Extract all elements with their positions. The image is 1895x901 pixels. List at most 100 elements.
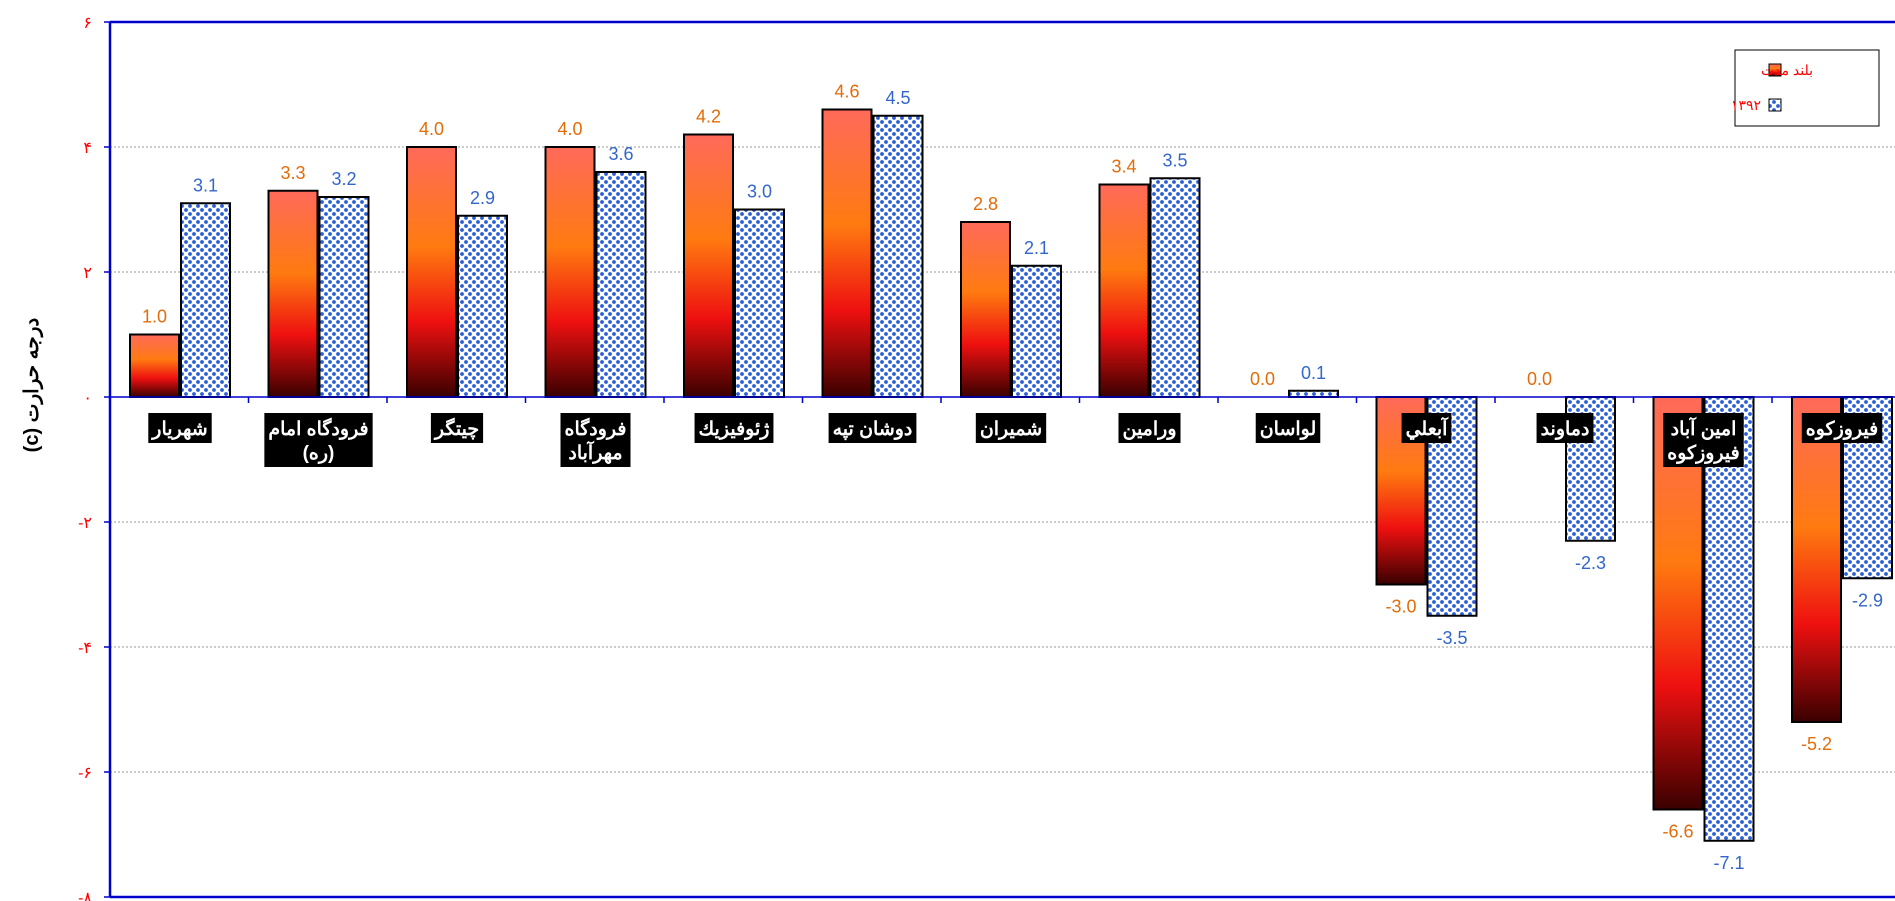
bar-long-term: [960, 221, 1011, 398]
bar-long-term: [267, 189, 319, 398]
y-tick-label: -۶: [78, 765, 92, 782]
value-label-1392: -3.5: [1436, 628, 1467, 648]
category-label-bg: [1536, 413, 1594, 443]
bar-1392: [457, 214, 508, 398]
category-label-bg: [975, 413, 1047, 443]
category-label: دماوند: [1536, 413, 1594, 443]
bar-1392: [1011, 264, 1062, 398]
category-label-text: شميران: [980, 419, 1042, 440]
value-label-1392: 3.0: [747, 182, 772, 202]
bar-long-term: [683, 133, 734, 398]
category-label-text: شهريار: [150, 419, 207, 440]
category-label-text: ورامين: [1122, 419, 1176, 440]
bar-1392: [318, 196, 370, 398]
bar-1392: [595, 171, 647, 398]
bar-long-term: [544, 146, 596, 398]
legend-swatch-1392: [1768, 98, 1782, 112]
legend-label-long-term: بلند مدت: [1761, 62, 1813, 78]
category-label-text: ژئوفيزيك: [699, 419, 770, 440]
category-label-bg: [1663, 413, 1744, 467]
y-tick-label: ۰: [83, 390, 92, 407]
y-tick-label: ۴: [83, 140, 92, 157]
legend-box: [1734, 49, 1880, 127]
category-label-bg: [430, 413, 484, 443]
legend-swatch-long-term: [1768, 63, 1782, 77]
bar-long-term: [129, 333, 180, 398]
category-label-text: آبعلي: [1406, 416, 1450, 441]
category-label: دوشان تپه: [828, 413, 917, 443]
category-label: آبعلي: [1401, 413, 1452, 443]
legend: بلند مدت ۱۳۹۲: [1731, 49, 1880, 127]
category-label-text: فيروزكوه: [1806, 419, 1878, 440]
y-axis-title: درجه حرارت (c): [21, 318, 44, 453]
bar-1392: [734, 208, 785, 398]
category-label: شميران: [975, 413, 1047, 443]
bar-1392: [1703, 396, 1755, 842]
value-label-long-term: -5.2: [1801, 734, 1832, 754]
value-label-1392: 2.1: [1024, 238, 1049, 258]
value-label-1392: 3.5: [1162, 150, 1187, 170]
value-label-long-term: 4.2: [696, 107, 721, 127]
category-labels: شهريار فرودگاه امام (ره) چيتگر فرودگاهمهرآبا…: [148, 413, 1883, 467]
category-label-text: دوشان تپه: [833, 419, 913, 440]
bar-1392: [872, 114, 924, 398]
category-label: ورامين: [1118, 413, 1181, 443]
category-label-text: لواسان: [1260, 419, 1317, 440]
category-label-bg: [148, 413, 212, 443]
value-label-long-term: -6.6: [1662, 822, 1693, 842]
category-label-text: دماوند: [1541, 419, 1590, 440]
category-label: فيروزكوه: [1801, 413, 1883, 443]
value-label-1392: -7.1: [1713, 853, 1744, 873]
value-label-long-term: 4.0: [557, 119, 582, 139]
value-labels: 1.0 3.1 3.3 3.2 4.0 2.9 4.0 3.6 4.2 3.0 4.6 4.5 2.8 2…: [142, 82, 1883, 873]
value-label-long-term: -3.0: [1385, 597, 1416, 617]
bar-1392: [180, 202, 231, 398]
y-tick-label: ۲: [83, 265, 92, 282]
bar-1392: [1149, 177, 1201, 398]
category-label-bg: [1118, 413, 1181, 443]
category-label-text: مهرآباد: [568, 440, 622, 464]
value-label-long-term: 0.0: [1527, 369, 1552, 389]
bar-long-term: [821, 108, 873, 398]
y-tick-label: -۴: [78, 640, 92, 657]
category-label: چيتگر: [430, 413, 484, 443]
bar-1392: [1288, 389, 1339, 398]
value-label-long-term: 4.6: [834, 82, 859, 102]
value-label-long-term: 4.0: [419, 119, 444, 139]
value-label-1392: 3.2: [331, 169, 356, 189]
value-label-long-term: 3.4: [1111, 157, 1136, 177]
category-label-bg: [694, 413, 774, 443]
bar-long-term: [1791, 396, 1842, 723]
value-label-1392: -2.9: [1852, 590, 1883, 610]
bar-long-term: [406, 146, 457, 398]
category-label-bg: [1801, 413, 1883, 443]
value-label-long-term: 0.0: [1250, 369, 1275, 389]
value-label-1392: 0.1: [1301, 363, 1326, 383]
y-tick-label: -۲: [78, 515, 92, 532]
category-label-bg: [560, 413, 631, 467]
category-label: شهريار: [148, 413, 212, 443]
value-label-1392: 4.5: [885, 88, 910, 108]
category-label-text: فيروزكوه: [1667, 443, 1739, 464]
y-tick-labels: ۶ ۴ ۲ ۰ -۲ -۴ -۶ -۸: [78, 15, 92, 901]
category-label-text: امين آباد: [1671, 416, 1737, 440]
category-label-text: (ره): [303, 443, 335, 464]
value-label-long-term: 2.8: [973, 194, 998, 214]
bar-long-term: [1098, 183, 1150, 398]
category-label-bg: [1401, 413, 1452, 443]
category-label-bg: [1255, 413, 1321, 443]
value-label-1392: 3.1: [193, 175, 218, 195]
category-label-bg: [828, 413, 917, 443]
category-label-bg: [264, 413, 373, 467]
category-label: لواسان: [1255, 413, 1321, 443]
value-label-1392: 2.9: [470, 188, 495, 208]
value-label-1392: -2.3: [1575, 553, 1606, 573]
category-label: امين آباد فيروزكوه: [1663, 413, 1744, 467]
category-label-text: فرودگاه: [565, 417, 627, 440]
value-label-long-term: 3.3: [280, 163, 305, 183]
legend-label-1392: ۱۳۹۲: [1731, 97, 1761, 113]
y-tick-label: ۶: [83, 15, 92, 32]
category-label-text: چيتگر: [433, 417, 479, 440]
category-label: فرودگاه امام (ره): [264, 413, 373, 467]
